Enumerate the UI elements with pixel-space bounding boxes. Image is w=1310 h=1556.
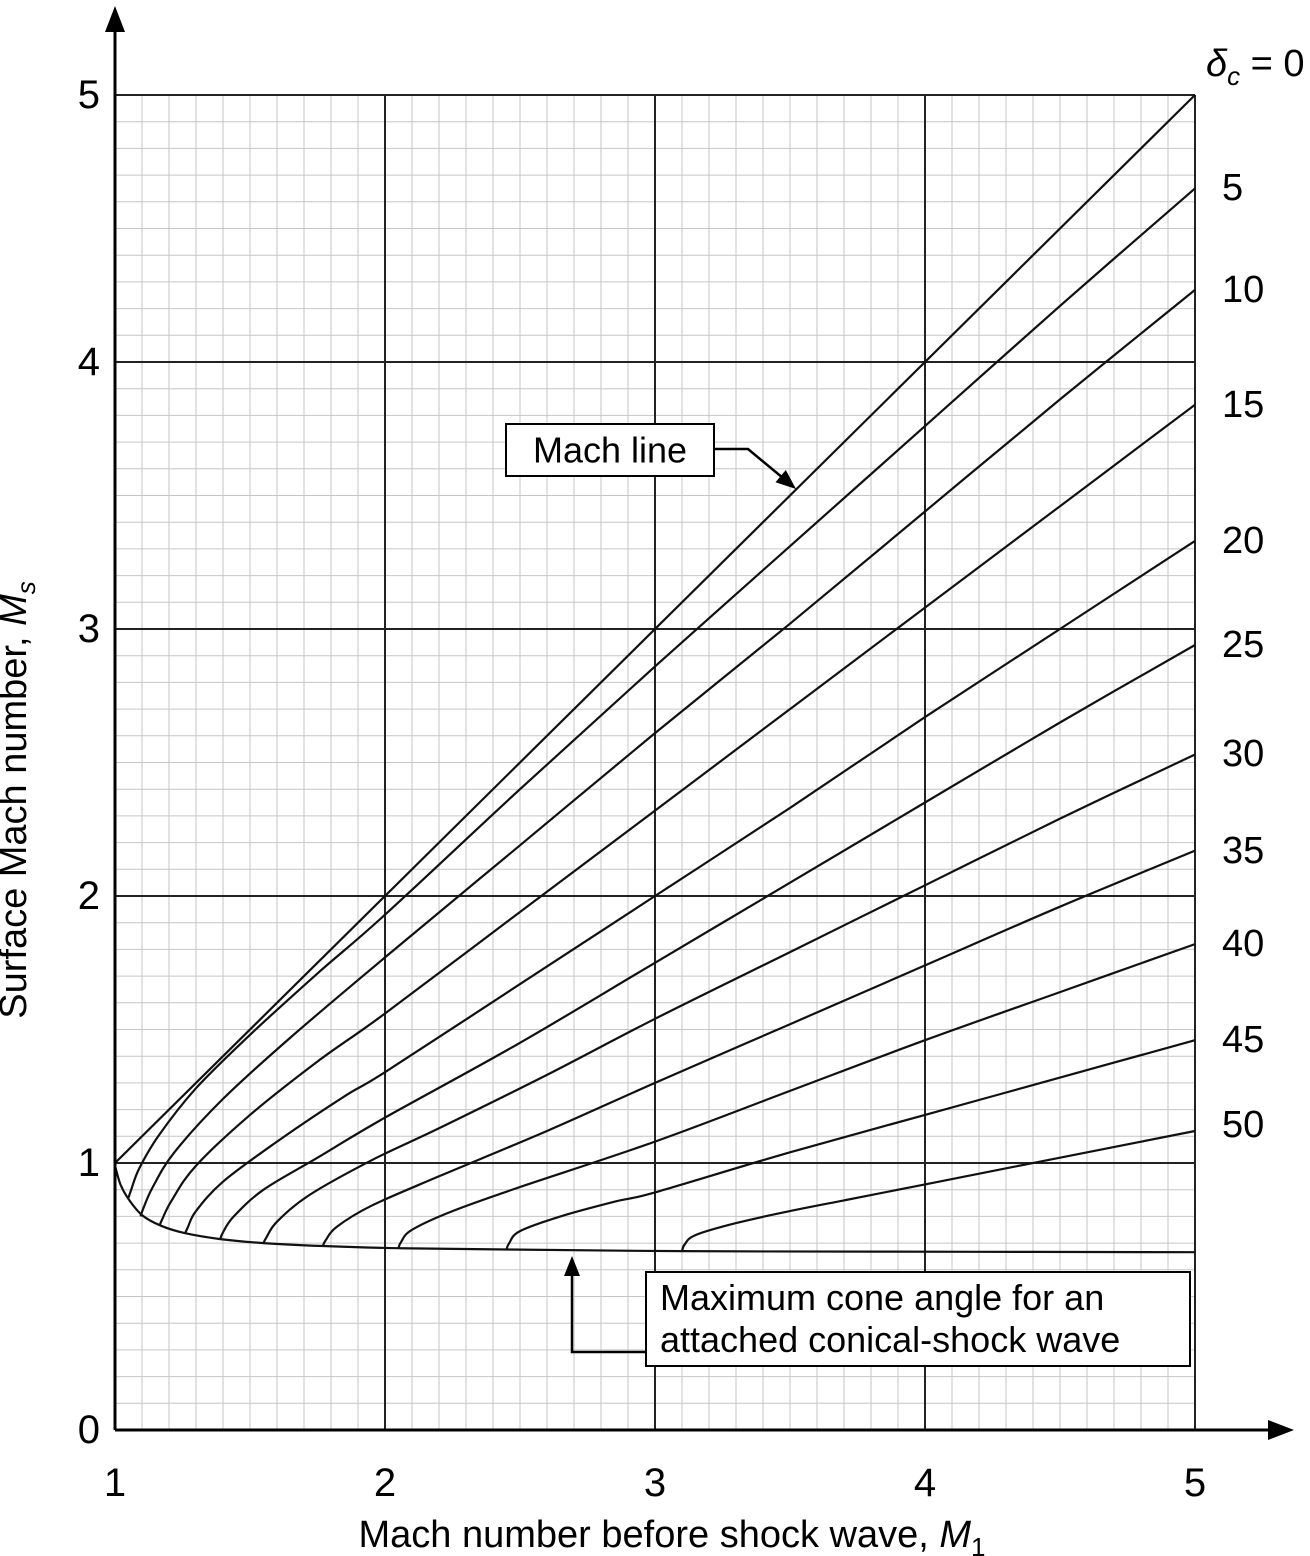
max-cone-annotation-line1: Maximum cone angle for an (660, 1277, 1104, 1318)
annotation-connector-layer (564, 447, 796, 1354)
curve-label-35: 35 (1222, 830, 1264, 872)
y-axis-title: Surface Mach number, Ms (0, 581, 41, 1019)
curve-label-40: 40 (1222, 923, 1264, 965)
max-cone-annotation-box (645, 1271, 1191, 1367)
mach-line-annotation-box (505, 423, 715, 477)
max-cone-annotation-line2: attached conical-shock wave (660, 1319, 1120, 1360)
y-tick-4: 4 (78, 340, 100, 384)
curve-label-delta0: δc = 0 (1206, 43, 1305, 91)
curve-label-45: 45 (1222, 1019, 1264, 1061)
curve-delta-25 (219, 644, 1196, 1240)
label-layer: 5 4 3 2 1 0 1 2 3 4 5 Mach number before… (0, 43, 1305, 1556)
grid-layer (115, 94, 1196, 1430)
curve-delta-10 (139, 289, 1196, 1217)
mach-line-leader (714, 447, 790, 484)
y-tick-2: 2 (78, 874, 100, 918)
y-axis-arrow-icon (105, 6, 125, 32)
curve-delta-20 (184, 539, 1196, 1234)
curve-label-20: 20 (1222, 520, 1264, 562)
curve-delta-0 (114, 94, 1196, 1164)
curve-delta-15 (158, 403, 1196, 1227)
curve-delta-35 (321, 849, 1196, 1247)
curve-delta-45 (505, 1039, 1196, 1250)
curve-label-30: 30 (1222, 733, 1264, 775)
curve-label-25: 25 (1222, 624, 1264, 666)
curve-delta-50 (680, 1129, 1196, 1252)
x-axis-arrow-icon (1268, 1420, 1294, 1440)
curve-label-5: 5 (1222, 167, 1243, 209)
max-cone-leader (570, 1270, 646, 1354)
axis-layer (105, 6, 1294, 1440)
curve-label-15: 15 (1222, 384, 1264, 426)
y-tick-1: 1 (78, 1141, 100, 1185)
x-tick-3: 3 (644, 1461, 666, 1505)
curve-delta-30 (262, 753, 1196, 1244)
y-tick-3: 3 (78, 607, 100, 651)
curve-label-10: 10 (1222, 269, 1264, 311)
x-tick-4: 4 (914, 1461, 936, 1505)
y-tick-5: 5 (78, 73, 100, 117)
curve-delta-5 (127, 187, 1196, 1199)
mach-line-arrow-icon (775, 470, 796, 489)
max-cone-arrow-icon (564, 1256, 580, 1276)
x-axis-title: Mach number before shock wave, M1 (359, 1514, 986, 1556)
curve-layer (113, 94, 1196, 1254)
y-tick-0: 0 (78, 1408, 100, 1452)
mach-line-annotation-text: Mach line (533, 430, 687, 471)
max-cone-angle-envelope (113, 1165, 1196, 1254)
curve-label-50: 50 (1222, 1104, 1264, 1146)
x-tick-5: 5 (1184, 1461, 1206, 1505)
x-tick-1: 1 (104, 1461, 126, 1505)
x-tick-2: 2 (374, 1461, 396, 1505)
curve-delta-40 (397, 943, 1196, 1249)
